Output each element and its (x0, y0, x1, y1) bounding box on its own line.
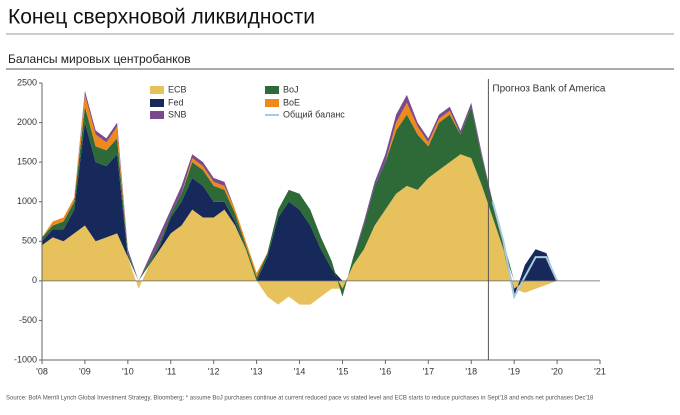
y-tick-label: 500 (22, 236, 37, 246)
y-tick-label: 2000 (17, 117, 37, 127)
x-tick-label: '08 (36, 366, 48, 376)
legend-label: Fed (168, 97, 184, 107)
area (42, 154, 558, 305)
x-tick-label: '11 (165, 366, 176, 376)
y-tick-label: 0 (32, 275, 37, 285)
x-tick-label: '14 (294, 366, 306, 376)
legend-swatch (150, 111, 164, 119)
legend-label: Общий баланс (283, 109, 345, 119)
legend-swatch (150, 86, 164, 94)
x-tick-label: '17 (422, 366, 434, 376)
legend-label: SNB (168, 109, 187, 119)
legend-label: BoE (283, 97, 300, 107)
y-tick-label: 1000 (17, 196, 37, 206)
x-tick-label: '16 (380, 366, 392, 376)
x-tick-label: '20 (551, 366, 563, 376)
annotation: Прогноз Bank of America (492, 84, 606, 95)
legend-swatch (150, 99, 164, 107)
y-tick-label: 1500 (17, 157, 37, 167)
legend-label: ECB (168, 84, 187, 94)
x-tick-label: '10 (122, 366, 134, 376)
chart-subtitle: Балансы мировых центробанков (8, 52, 191, 66)
x-tick-label: '18 (465, 366, 477, 376)
y-tick-label: -500 (19, 315, 37, 325)
x-tick-label: '12 (208, 366, 220, 376)
source: Source: BofA Merrill Lynch Global Invest… (6, 396, 594, 402)
x-tick-label: '21 (594, 366, 606, 376)
x-tick-label: '15 (337, 366, 349, 376)
area (42, 90, 558, 281)
area (42, 106, 558, 297)
chart-title: Конец сверхновой ликвидности (8, 6, 315, 29)
total-line (491, 201, 558, 300)
y-tick-label: 2500 (17, 77, 37, 87)
x-tick-label: '13 (251, 366, 263, 376)
legend-label: BoJ (283, 84, 299, 94)
x-tick-label: '19 (508, 366, 520, 376)
legend-swatch (265, 99, 279, 107)
y-tick-label: -1000 (14, 354, 37, 364)
x-tick-label: '09 (79, 366, 91, 376)
legend-swatch (265, 86, 279, 94)
